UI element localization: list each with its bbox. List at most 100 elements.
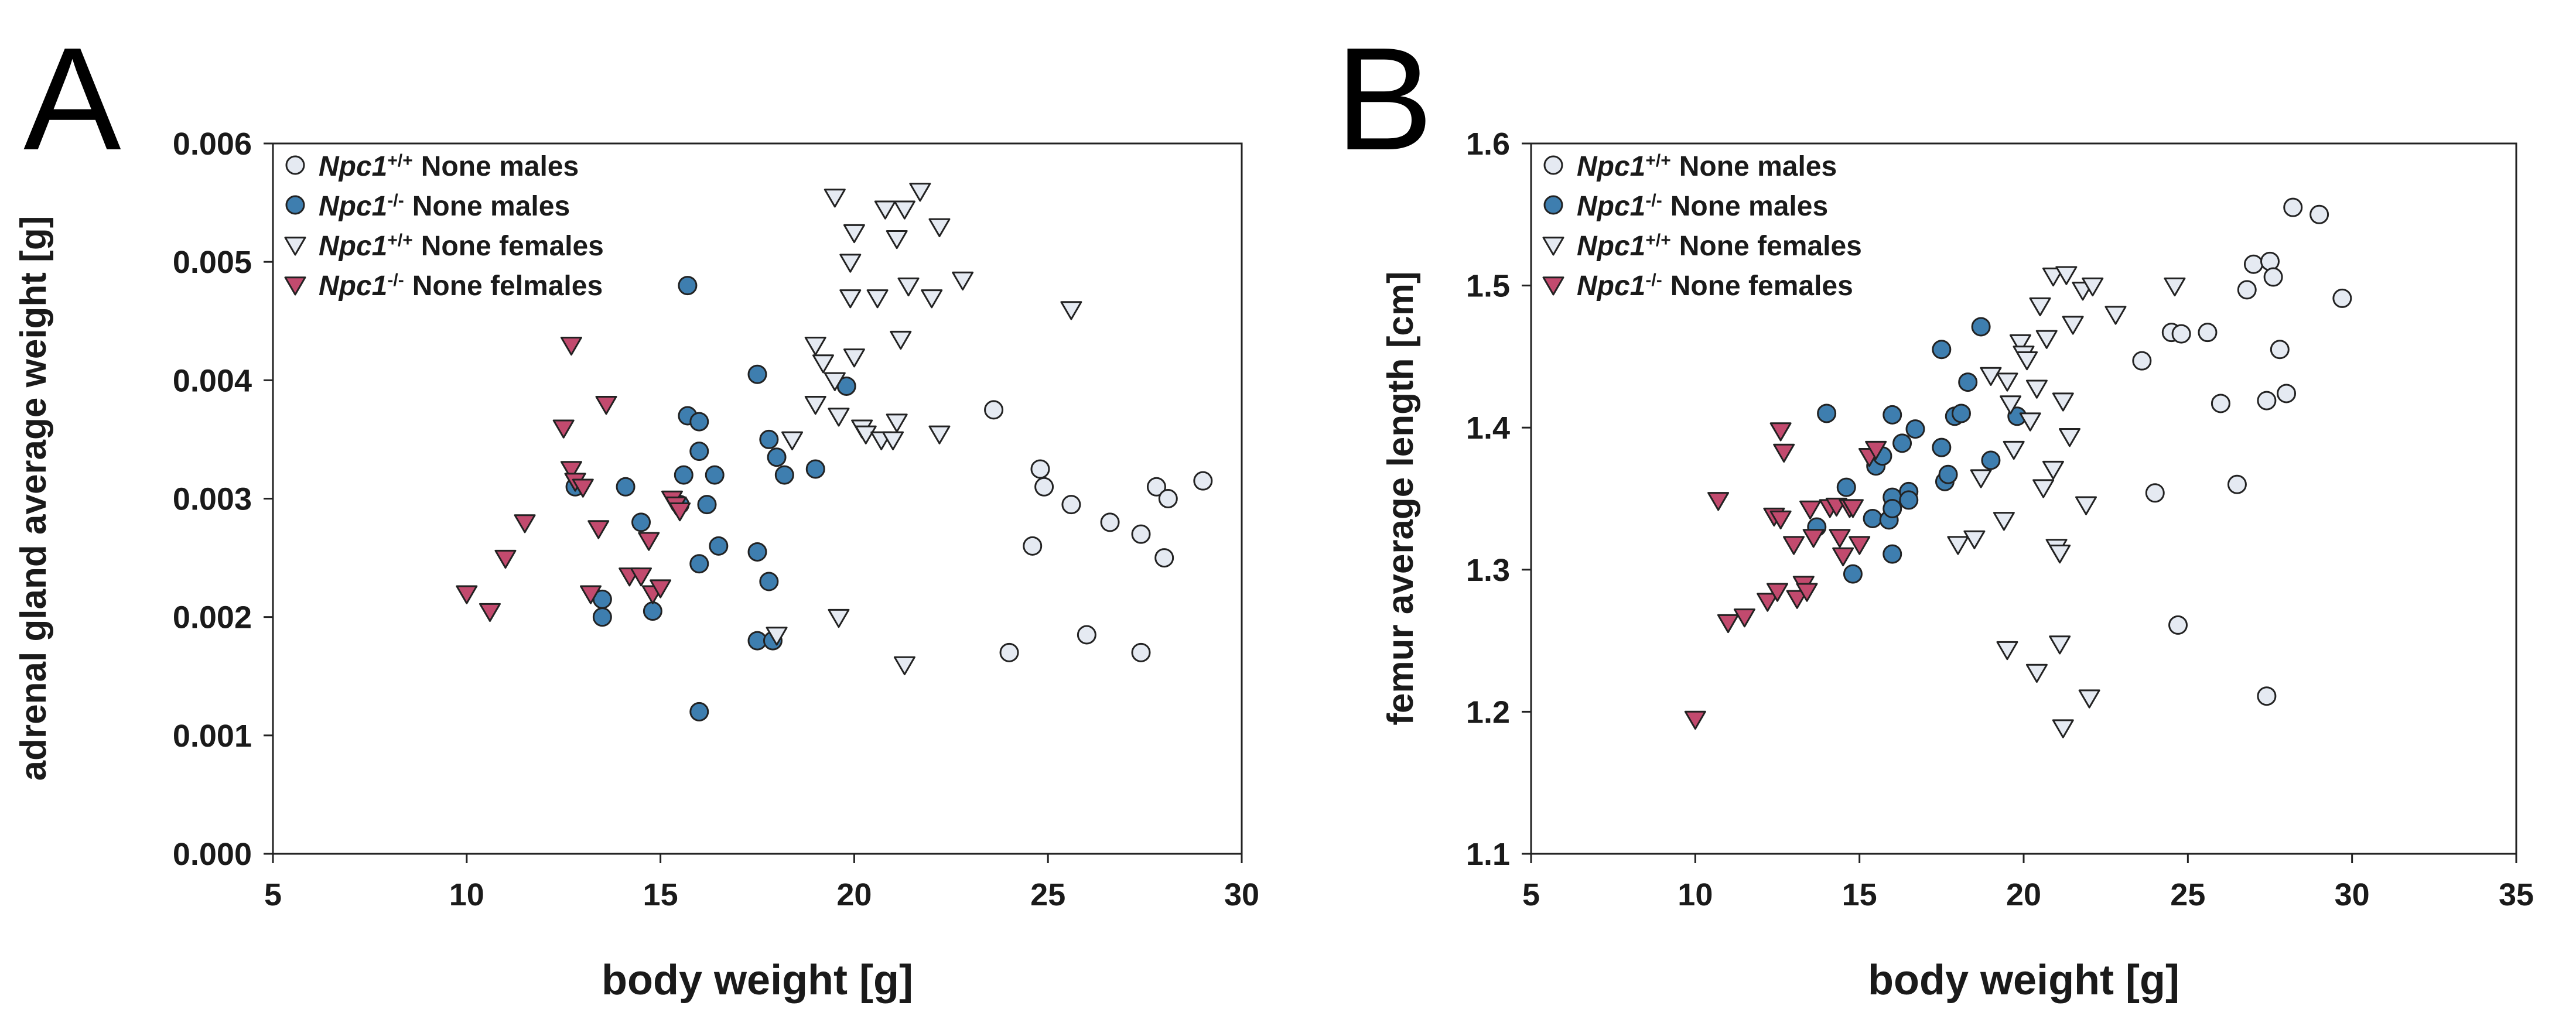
panel-a-data-point <box>709 536 729 556</box>
panel-b-data-point <box>2078 689 2100 709</box>
panel-b-data-point <box>1996 641 2018 661</box>
panel-b-data-point <box>1947 536 1969 555</box>
panel-a-data-point <box>999 642 1019 662</box>
panel-b-data-point <box>1951 403 1971 423</box>
panel-a-data-point <box>781 431 804 450</box>
panel-b-data-point <box>1773 443 1795 463</box>
panel-b-data-point <box>2263 267 2283 287</box>
panel-b-data-point <box>2168 615 2188 635</box>
panel-a-data-point <box>560 336 582 356</box>
panel-a-x-tick-label: 20 <box>836 877 872 912</box>
panel-b-data-point <box>2000 395 2022 415</box>
panel-b-data-point <box>2049 635 2071 655</box>
panel-b-data-point <box>2227 474 2247 494</box>
panel-a-data-point <box>689 442 709 461</box>
panel-b-data-point <box>2049 544 2071 564</box>
panel-b-y-tick-label: 1.4 <box>1466 411 1510 446</box>
panel-a-data-point <box>669 502 691 522</box>
panel-b-data-point <box>2198 323 2218 343</box>
panel-b-data-point <box>2243 254 2263 274</box>
panel-b-y-tick-label: 1.3 <box>1466 553 1510 588</box>
panel-a-data-point <box>1034 477 1054 497</box>
panel-a-x-tick-label: 15 <box>643 877 678 912</box>
panel-b-y-tick-label: 1.1 <box>1466 837 1510 872</box>
panel-b-x-tick-label: 20 <box>2006 877 2041 912</box>
panel-a-data-point <box>560 461 582 480</box>
panel-a-legend-label: Npc1-/- None felmales <box>319 271 603 302</box>
panel-a-data-point <box>843 224 865 244</box>
panel-b-data-point <box>2042 460 2064 480</box>
panel-b-data-point <box>1733 608 1755 628</box>
panel-a-data-point <box>812 354 834 374</box>
panel-b-data-point <box>1769 510 1792 529</box>
panel-a-data-point <box>689 702 709 721</box>
panel-a: A 5 10 15 20 25 30 0.000 0.001 0.002 0.003 0.004 0.… <box>13 17 1259 1004</box>
panel-b-data-point <box>1817 403 1837 423</box>
panel-b-data-point <box>1993 512 2015 531</box>
panel-b-data-point <box>1769 422 1792 442</box>
panel-a-points <box>456 183 1213 721</box>
panel-b-data-point <box>2332 288 2352 308</box>
panel-b-data-point <box>1865 440 1887 460</box>
panel-a-data-point <box>766 627 788 646</box>
panel-a-data-point <box>952 271 974 290</box>
panel-a-data-point <box>866 289 889 309</box>
panel-a-data-point <box>689 412 709 432</box>
panel-b-data-point <box>2009 334 2031 354</box>
panel-a-data-point <box>705 465 725 485</box>
panel-a-ticks: 5 10 15 20 25 30 0.000 0.001 0.002 0.003 0.004 0.00… <box>173 126 1259 912</box>
panel-b-data-point <box>1883 498 1902 518</box>
panel-b-data-point <box>1996 372 2018 392</box>
panel-a-data-point <box>897 277 920 297</box>
panel-b-data-point <box>2058 428 2080 447</box>
panel-b-data-point <box>1757 593 1779 612</box>
panel-b-legend-label: Npc1-/- None females <box>1577 271 1853 302</box>
panel-b-data-point <box>1832 547 1854 567</box>
panel-b-legend-label: Npc1+/+ None males <box>1577 151 1837 183</box>
panel-b-data-point <box>1863 508 1883 528</box>
panel-b-data-point <box>1717 614 1739 634</box>
panel-a-plot-area <box>272 142 1243 855</box>
panel-a-data-point <box>552 419 575 439</box>
panel-a-data-point <box>984 400 1004 420</box>
panel-b-legend-marker <box>1542 276 1564 296</box>
panel-a-y-tick-label: 0.002 <box>173 600 252 635</box>
panel-a-data-point <box>839 254 862 273</box>
panel-b-data-point <box>1842 499 1864 518</box>
panel-a-legend-label: Npc1+/+ None females <box>319 231 604 262</box>
panel-b-data-point <box>1799 500 1822 519</box>
panel-b-data-point <box>2019 412 2041 432</box>
panel-a-data-point <box>1077 625 1096 645</box>
panel-b-data-point <box>2257 686 2277 706</box>
panel-b-data-point <box>1905 419 1925 439</box>
panel-b-data-point <box>1802 529 1825 548</box>
panel-a-legend-marker <box>285 195 305 215</box>
panel-a-y-tick-label: 0.005 <box>173 245 252 280</box>
panel-a-y-tick-label: 0.006 <box>173 126 252 162</box>
panel-a-data-point <box>804 336 826 356</box>
panel-a-data-point <box>839 289 862 309</box>
panel-b-x-axis-label: body weight [g] <box>1868 957 2179 1004</box>
panel-a-data-point <box>893 200 915 220</box>
panel-b-data-point <box>1958 372 1978 392</box>
panel-b-data-point <box>2260 251 2280 271</box>
panel-b-legend-label: Npc1-/- None males <box>1577 191 1828 223</box>
panel-a-data-point <box>1061 495 1081 515</box>
panel-a-data-point <box>886 413 908 433</box>
panel-a-data-point <box>631 512 651 532</box>
panel-a-data-point <box>882 431 904 450</box>
panel-b-data-point <box>2025 379 2048 399</box>
panel-b-y-tick-label: 1.5 <box>1466 269 1510 304</box>
panel-a-data-point <box>595 396 617 415</box>
panel-b-legend-marker <box>1543 155 1563 175</box>
panel-a-data-point <box>824 372 846 391</box>
panel-a-data-point <box>759 429 779 449</box>
panel-a-data-point <box>494 549 517 569</box>
panel-b-data-point <box>1932 340 1952 360</box>
panel-b-data-point <box>1707 492 1730 511</box>
panel-a-legend-marker <box>284 276 306 296</box>
panel-b-y-tick-label: 1.6 <box>1466 126 1510 162</box>
panel-b-points <box>1684 197 2352 738</box>
panel-a-data-point <box>828 408 850 427</box>
panel-a-data-point <box>1131 524 1151 544</box>
